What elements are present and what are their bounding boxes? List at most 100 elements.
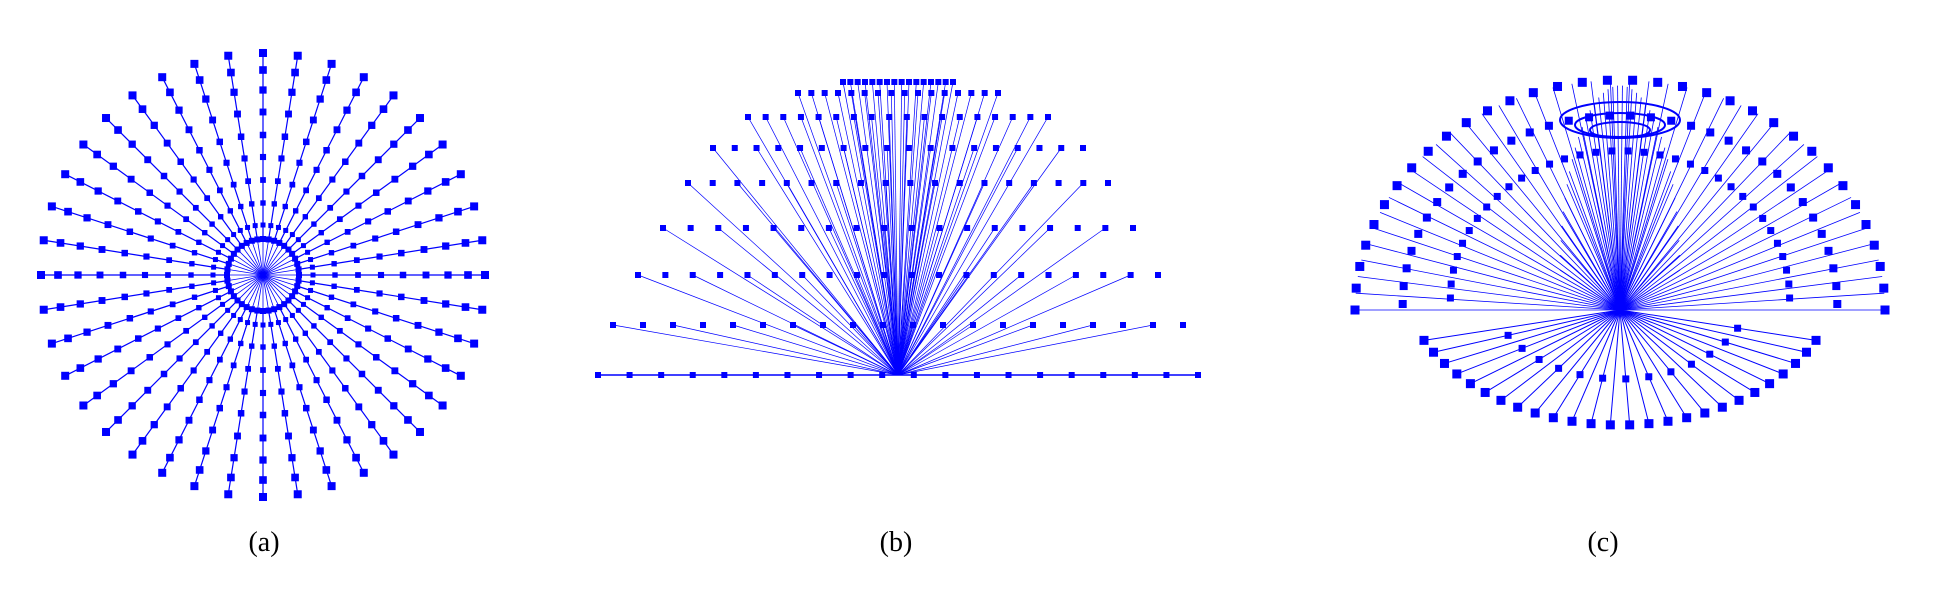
fan-edge (712, 147, 899, 376)
hub-edge (262, 253, 293, 276)
spoke-node (163, 403, 171, 411)
lower-edge (1619, 309, 1796, 364)
spoke-node (318, 229, 324, 236)
spoke-node (141, 271, 149, 279)
fan-node (1019, 225, 1026, 231)
fan-node (991, 225, 998, 231)
spoke-node (355, 341, 362, 348)
spoke-node (336, 327, 343, 334)
spoke-node (350, 242, 357, 249)
dome-node (1453, 253, 1461, 261)
spoke-node (76, 178, 85, 186)
fan-edge (612, 324, 899, 376)
lower-node (1439, 358, 1449, 368)
lower-node (1801, 347, 1811, 357)
lower-edge (1619, 309, 1669, 422)
spoke-node (374, 386, 382, 394)
dome-node (1445, 183, 1454, 192)
spoke-node (461, 239, 470, 247)
dome-edge (1619, 212, 1861, 311)
spoke-node (146, 189, 153, 196)
spoke-node (191, 250, 198, 256)
fan-node (879, 372, 886, 378)
dome-node (1473, 214, 1481, 222)
fan-node (662, 272, 669, 278)
core-edge (1619, 211, 1678, 311)
spoke-node (223, 159, 230, 166)
fan-node (910, 372, 917, 378)
spoke-node (215, 295, 221, 301)
fan-edge (718, 227, 899, 376)
spoke-node (252, 321, 258, 327)
lower-edge (1619, 309, 1807, 353)
fan-node (920, 79, 927, 85)
fan-node (1130, 225, 1136, 231)
spoke-edge (105, 300, 238, 433)
spoke-node (220, 243, 226, 249)
lower-edge (1571, 309, 1621, 422)
lower-node (1535, 355, 1543, 363)
spoke-node (163, 139, 171, 147)
spoke-node (293, 336, 299, 342)
dome-node (1402, 264, 1411, 273)
spoke-node (166, 453, 174, 462)
spoke-node (259, 434, 267, 442)
spoke-node (104, 221, 112, 229)
lower-edge (1619, 309, 1650, 424)
spoke-node (259, 476, 267, 484)
dome-node (1773, 239, 1781, 247)
spoke-node (230, 454, 238, 462)
fan-edge (897, 116, 996, 376)
lower-edge (1619, 309, 1740, 401)
core-edge (1619, 86, 1628, 311)
core-edge (1578, 136, 1621, 311)
fan-node (880, 322, 886, 328)
dome-node (1602, 75, 1612, 85)
spoke-node (259, 131, 267, 139)
lower-edge (1433, 309, 1621, 353)
fan-node (818, 145, 825, 151)
spoke-edge (268, 55, 299, 240)
spoke-node (202, 314, 208, 321)
spoke-node (438, 140, 447, 149)
lower-node (1644, 419, 1654, 429)
spoke-node (237, 227, 243, 233)
fan-node (835, 90, 841, 96)
fan-edge (897, 81, 917, 376)
fan-node (850, 322, 856, 328)
spoke-node (331, 283, 337, 289)
spoke-node (291, 473, 299, 482)
spoke-edge (268, 310, 299, 495)
hub-edge (262, 274, 280, 308)
spoke-node (177, 385, 184, 392)
lower-node (1465, 379, 1475, 389)
dome-node (1585, 113, 1594, 122)
spoke-node (274, 365, 281, 372)
fan-node (908, 225, 915, 231)
lower-edge (1619, 309, 1688, 418)
spoke-node (216, 138, 223, 146)
fan-node (950, 79, 956, 85)
fan-edge (888, 116, 899, 376)
spoke-node (121, 293, 128, 301)
fan-node (610, 322, 616, 328)
lower-node (1452, 369, 1462, 379)
spoke-node (414, 221, 422, 229)
fan-edge (765, 116, 899, 376)
spoke-node (422, 271, 430, 279)
dome-node (1608, 147, 1616, 155)
fan-node (744, 272, 751, 278)
dome-edge (1619, 87, 1688, 311)
spoke-node (318, 314, 324, 321)
spoke-node (271, 343, 277, 349)
spoke-node (143, 253, 150, 260)
dome-node (1706, 128, 1715, 137)
fan-node (910, 322, 916, 328)
spoke-node (225, 237, 231, 243)
spoke-node (245, 178, 252, 185)
dome-node (1369, 220, 1379, 230)
spoke-node (343, 106, 351, 114)
dome-node (1392, 181, 1402, 191)
fan-node (717, 272, 724, 278)
fan-node (964, 225, 971, 231)
